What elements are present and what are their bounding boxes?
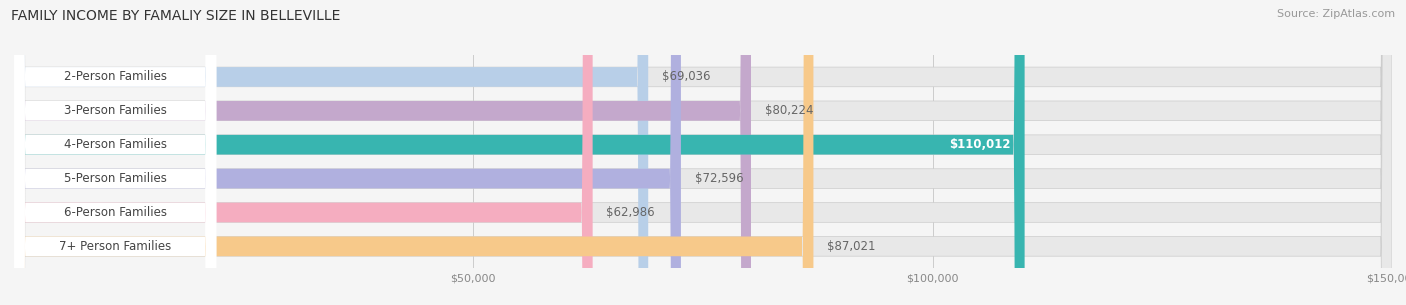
FancyBboxPatch shape	[14, 0, 217, 305]
FancyBboxPatch shape	[14, 0, 1392, 305]
Text: 4-Person Families: 4-Person Families	[63, 138, 166, 151]
FancyBboxPatch shape	[14, 0, 814, 305]
FancyBboxPatch shape	[14, 0, 593, 305]
FancyBboxPatch shape	[14, 0, 1392, 305]
FancyBboxPatch shape	[14, 0, 217, 305]
FancyBboxPatch shape	[14, 0, 217, 305]
Text: $110,012: $110,012	[949, 138, 1011, 151]
Text: FAMILY INCOME BY FAMALIY SIZE IN BELLEVILLE: FAMILY INCOME BY FAMALIY SIZE IN BELLEVI…	[11, 9, 340, 23]
FancyBboxPatch shape	[14, 0, 217, 305]
FancyBboxPatch shape	[14, 0, 217, 305]
Text: 3-Person Families: 3-Person Families	[63, 104, 166, 117]
FancyBboxPatch shape	[14, 0, 1025, 305]
Text: $69,036: $69,036	[662, 70, 710, 84]
Text: $80,224: $80,224	[765, 104, 813, 117]
FancyBboxPatch shape	[14, 0, 1392, 305]
Text: 5-Person Families: 5-Person Families	[63, 172, 166, 185]
Text: $72,596: $72,596	[695, 172, 744, 185]
Text: 7+ Person Families: 7+ Person Families	[59, 240, 172, 253]
FancyBboxPatch shape	[14, 0, 751, 305]
Text: Source: ZipAtlas.com: Source: ZipAtlas.com	[1277, 9, 1395, 19]
Text: 2-Person Families: 2-Person Families	[63, 70, 166, 84]
FancyBboxPatch shape	[14, 0, 648, 305]
Text: $87,021: $87,021	[827, 240, 876, 253]
FancyBboxPatch shape	[14, 0, 1392, 305]
FancyBboxPatch shape	[14, 0, 217, 305]
FancyBboxPatch shape	[14, 0, 681, 305]
FancyBboxPatch shape	[14, 0, 1392, 305]
Text: 6-Person Families: 6-Person Families	[63, 206, 166, 219]
FancyBboxPatch shape	[14, 0, 1392, 305]
Text: $62,986: $62,986	[606, 206, 655, 219]
